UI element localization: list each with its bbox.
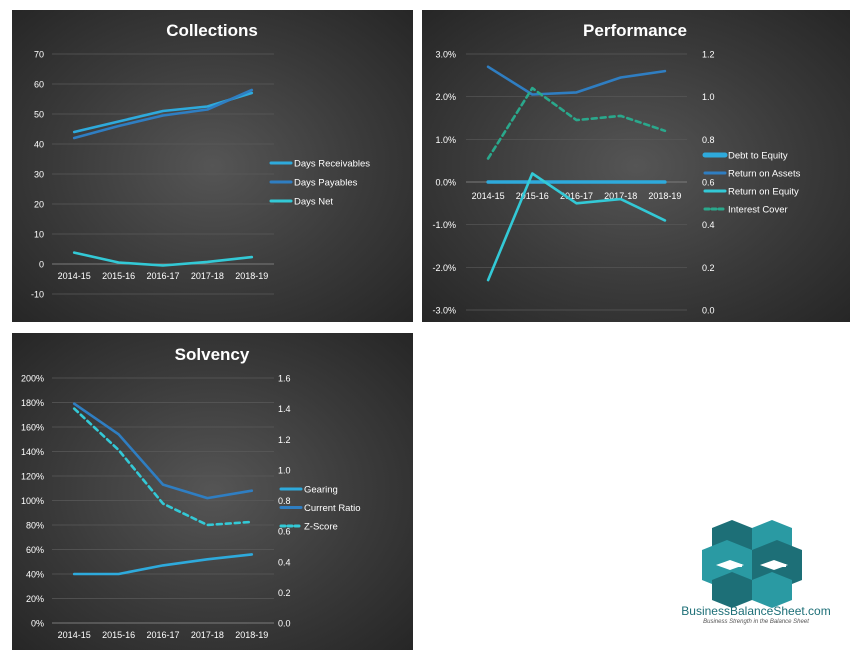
y2-tick-label: 0.6 — [702, 178, 715, 188]
legend-label: Days Net — [294, 197, 333, 208]
y-tick-label: 3.0% — [435, 50, 456, 60]
y2-tick-label: 1.2 — [702, 50, 715, 60]
collections-chart: Collections -10 0 10 20 30 40 50 60 70 2014-15 2015… — [31, 21, 370, 300]
y-tick-label: 120% — [21, 472, 44, 482]
y2-tick-label: 0.2 — [278, 588, 291, 598]
series-line-current-ratio — [72, 402, 254, 500]
y2-tick-label: 0.8 — [278, 496, 291, 506]
x-tick-label: 2016-17 — [146, 630, 179, 640]
legend-label: Debt to Equity — [728, 151, 788, 162]
y-tick-label: 160% — [21, 423, 44, 433]
legend-label: Days Payables — [294, 178, 358, 189]
y-tick-label: 50 — [34, 110, 44, 120]
x-tick-label: 2018-19 — [235, 630, 268, 640]
y-tick-label: 40 — [34, 140, 44, 150]
y-tick-label: 2.0% — [435, 92, 456, 102]
y2-tick-label: 0.4 — [278, 557, 291, 567]
y-tick-label: 20% — [26, 594, 44, 604]
x-tick-label: 2018-19 — [648, 191, 681, 201]
y-tick-label: 140% — [21, 447, 44, 457]
x-tick-label: 2017-18 — [191, 271, 224, 281]
series-line-interest-cover — [486, 86, 667, 160]
x-tick-label: 2016-17 — [560, 191, 593, 201]
performance-chart-panel: Performance -3.0% -2.0% -1.0% 0.0% 1.0% 2.0% 3.… — [422, 10, 850, 322]
logo-name: BusinessBalanceSheet.com — [681, 604, 831, 618]
y2-tick-label: 0.0 — [702, 306, 715, 316]
series-line-return-on-assets — [486, 65, 667, 96]
y-tick-label: 20 — [34, 200, 44, 210]
y-tick-label: 40% — [26, 570, 44, 580]
chart-title: Solvency — [175, 345, 250, 364]
y2-tick-label: 0.6 — [278, 527, 291, 537]
y-tick-label: 80% — [26, 521, 44, 531]
logo-tagline: Business Strength in the Balance Sheet — [703, 619, 809, 625]
series-line-return-on-equity — [486, 172, 667, 282]
performance-chart: Performance -3.0% -2.0% -1.0% 0.0% 1.0% 2.0% 3.… — [432, 21, 801, 316]
x-tick-label: 2015-16 — [102, 630, 135, 640]
business-balance-sheet-logo — [702, 520, 802, 608]
y-tick-label: 100% — [21, 496, 44, 506]
series-line-days-receivables — [72, 91, 254, 134]
y2-tick-label: 1.0 — [278, 465, 291, 475]
x-tick-label: 2015-16 — [516, 191, 549, 201]
series-line-days-net — [72, 251, 254, 267]
y2-tick-label: 0.0 — [278, 619, 291, 629]
legend-label: Return on Assets — [728, 169, 801, 180]
legend-label: Return on Equity — [728, 187, 799, 198]
y-tick-label: 0 — [39, 260, 44, 270]
x-tick-label: 2017-18 — [191, 630, 224, 640]
y-tick-label: 10 — [34, 230, 44, 240]
collections-chart-panel: Collections -10 0 10 20 30 40 50 60 70 2014-15 2015… — [12, 10, 413, 322]
x-tick-label: 2018-19 — [235, 271, 268, 281]
y-tick-label: -2.0% — [432, 263, 456, 273]
legend-label: Z-Score — [304, 522, 338, 533]
solvency-chart: Solvency 0% 20% 40% 60% 80% 100% 120% 140% 160% 18… — [21, 345, 361, 640]
legend-label: Current Ratio — [304, 503, 361, 514]
x-tick-label: 2015-16 — [102, 271, 135, 281]
y-tick-label: 1.0% — [435, 135, 456, 145]
y2-tick-label: 0.2 — [702, 263, 715, 273]
x-tick-label: 2014-15 — [58, 630, 91, 640]
x-tick-label: 2017-18 — [604, 191, 637, 201]
y-tick-label: 0.0% — [435, 178, 456, 188]
series-line-gearing — [72, 553, 254, 576]
y2-tick-label: 1.6 — [278, 374, 291, 384]
y2-tick-label: 0.8 — [702, 135, 715, 145]
y2-tick-label: 0.4 — [702, 220, 715, 230]
legend-label: Interest Cover — [728, 205, 788, 216]
solvency-chart-panel: Solvency 0% 20% 40% 60% 80% 100% 120% 140% 160% 18… — [12, 333, 413, 650]
y-tick-label: 0% — [31, 619, 44, 629]
x-tick-label: 2016-17 — [146, 271, 179, 281]
y-tick-label: 30 — [34, 170, 44, 180]
y-tick-label: 60% — [26, 545, 44, 555]
legend-label: Days Receivables — [294, 159, 370, 170]
y-tick-label: 180% — [21, 398, 44, 408]
series-line-z-score — [72, 407, 254, 527]
y2-tick-label: 1.4 — [278, 404, 291, 414]
legend-label: Gearing — [304, 485, 338, 496]
y-tick-label: 60 — [34, 80, 44, 90]
y2-tick-label: 1.0 — [702, 92, 715, 102]
x-tick-label: 2014-15 — [58, 271, 91, 281]
y-tick-label: 200% — [21, 374, 44, 384]
y-tick-label: 70 — [34, 50, 44, 60]
y-tick-label: -1.0% — [432, 220, 456, 230]
y-tick-label: -3.0% — [432, 306, 456, 316]
chart-title: Collections — [166, 21, 258, 40]
y2-tick-label: 1.2 — [278, 435, 291, 445]
y-tick-label: -10 — [31, 290, 44, 300]
chart-title: Performance — [583, 21, 687, 40]
x-tick-label: 2014-15 — [472, 191, 505, 201]
